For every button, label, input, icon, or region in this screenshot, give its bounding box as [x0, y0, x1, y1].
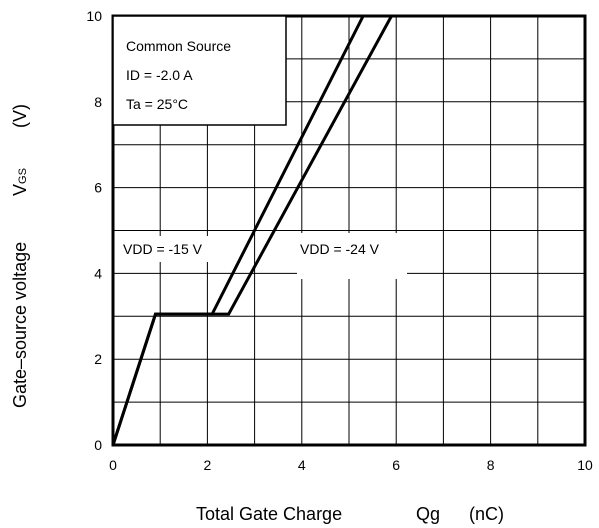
series-label-15v-background	[118, 236, 228, 262]
condition-ambient-temperature: Ta = 25°C	[126, 96, 188, 112]
x-tick-label: 0	[109, 457, 117, 473]
y-axis-unit: (V)	[10, 104, 30, 128]
y-tick-label: 0	[94, 437, 102, 453]
plot-frame	[111, 14, 587, 447]
series-label-24v-background	[297, 233, 407, 279]
x-axis-unit: (nC)	[469, 504, 504, 524]
y-tick-label: 2	[94, 351, 102, 367]
y-tick-label: 8	[94, 94, 102, 110]
x-tick-label: 4	[298, 457, 306, 473]
x-tick-label: 10	[577, 457, 593, 473]
y-tick-label: 6	[94, 180, 102, 196]
conditions-box: Common Source ID = -2.0 A Ta = 25°C	[112, 15, 287, 126]
condition-circuit: Common Source	[126, 38, 231, 54]
y-axis-symbol-subscript: GS	[17, 168, 29, 184]
x-axis-symbol: Qg	[416, 504, 440, 524]
conditions-box-background	[112, 15, 287, 126]
y-tick-label: 4	[94, 265, 102, 281]
x-tick-label: 8	[487, 457, 495, 473]
series-line-2	[113, 16, 393, 445]
x-axis-title: Total Gate Charge Qg (nC)	[196, 504, 504, 524]
tick-labels: 0 2 4 6 8 10 0 2 4 6 8 10	[86, 8, 593, 473]
series-label-vdd-15v: VDD = -15 V	[123, 241, 203, 257]
condition-drain-current: ID = -2.0 A	[126, 67, 193, 83]
y-axis-label: Gate–source voltage	[10, 242, 30, 408]
y-axis-symbol: V	[10, 184, 30, 196]
y-tick-label: 10	[86, 8, 102, 24]
series-group	[113, 16, 393, 445]
x-tick-label: 6	[392, 457, 400, 473]
y-axis-title: Gate–source voltage VGS (V)	[10, 104, 30, 408]
x-axis-label: Total Gate Charge	[196, 504, 342, 524]
x-tick-label: 2	[204, 457, 212, 473]
series-label-vdd-24v: VDD = -24 V	[300, 241, 380, 257]
